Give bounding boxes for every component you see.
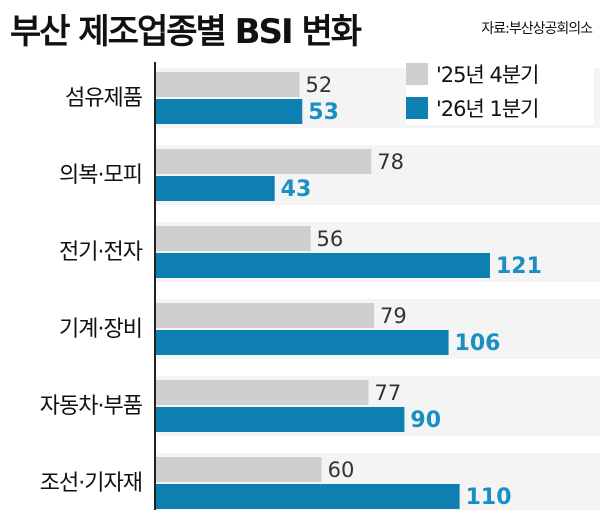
category-label: 자동차·부품 xyxy=(40,394,143,419)
legend-label-curr: '26년 1분기 xyxy=(436,97,539,121)
category-label: 섬유제품 xyxy=(65,86,143,111)
chart-title: 부산 제조업종별 BSI 변화 xyxy=(10,12,362,52)
bar-prev xyxy=(156,72,300,97)
value-label-curr: 53 xyxy=(308,100,339,125)
category-label: 조선·기자재 xyxy=(40,471,142,496)
value-label-prev: 56 xyxy=(317,227,344,251)
category-label: 의복·모피 xyxy=(59,163,142,188)
value-label-curr: 121 xyxy=(496,254,542,279)
bar-curr xyxy=(156,253,490,278)
value-label-curr: 110 xyxy=(466,485,512,510)
bar-prev xyxy=(156,457,322,482)
legend-swatch-prev xyxy=(406,63,428,85)
bar-curr xyxy=(156,484,460,509)
bar-prev xyxy=(156,226,311,251)
legend-item-prev: '25년 4분기 xyxy=(406,57,594,91)
bar-curr xyxy=(156,99,303,124)
bar-curr xyxy=(156,330,449,355)
source-note: 자료:부산상공회의소 xyxy=(481,21,593,37)
legend: '25년 4분기 '26년 1분기 xyxy=(406,57,594,125)
value-label-prev: 52 xyxy=(306,73,333,97)
category-label: 기계·장비 xyxy=(59,317,142,342)
value-label-prev: 77 xyxy=(375,381,402,405)
legend-item-curr: '26년 1분기 xyxy=(406,91,594,125)
value-label-prev: 60 xyxy=(328,458,355,482)
legend-swatch-curr xyxy=(406,97,428,119)
bar-prev xyxy=(156,303,375,328)
value-label-prev: 79 xyxy=(380,304,407,328)
value-label-curr: 90 xyxy=(410,408,441,433)
value-label-curr: 106 xyxy=(455,331,501,356)
bar-prev xyxy=(156,149,372,174)
value-label-prev: 78 xyxy=(377,150,404,174)
bar-curr xyxy=(156,176,275,201)
bar-prev xyxy=(156,380,369,405)
category-label: 전기·전자 xyxy=(59,240,143,265)
value-label-curr: 43 xyxy=(281,177,312,202)
legend-label-prev: '25년 4분기 xyxy=(436,63,539,87)
bar-curr xyxy=(156,407,405,432)
